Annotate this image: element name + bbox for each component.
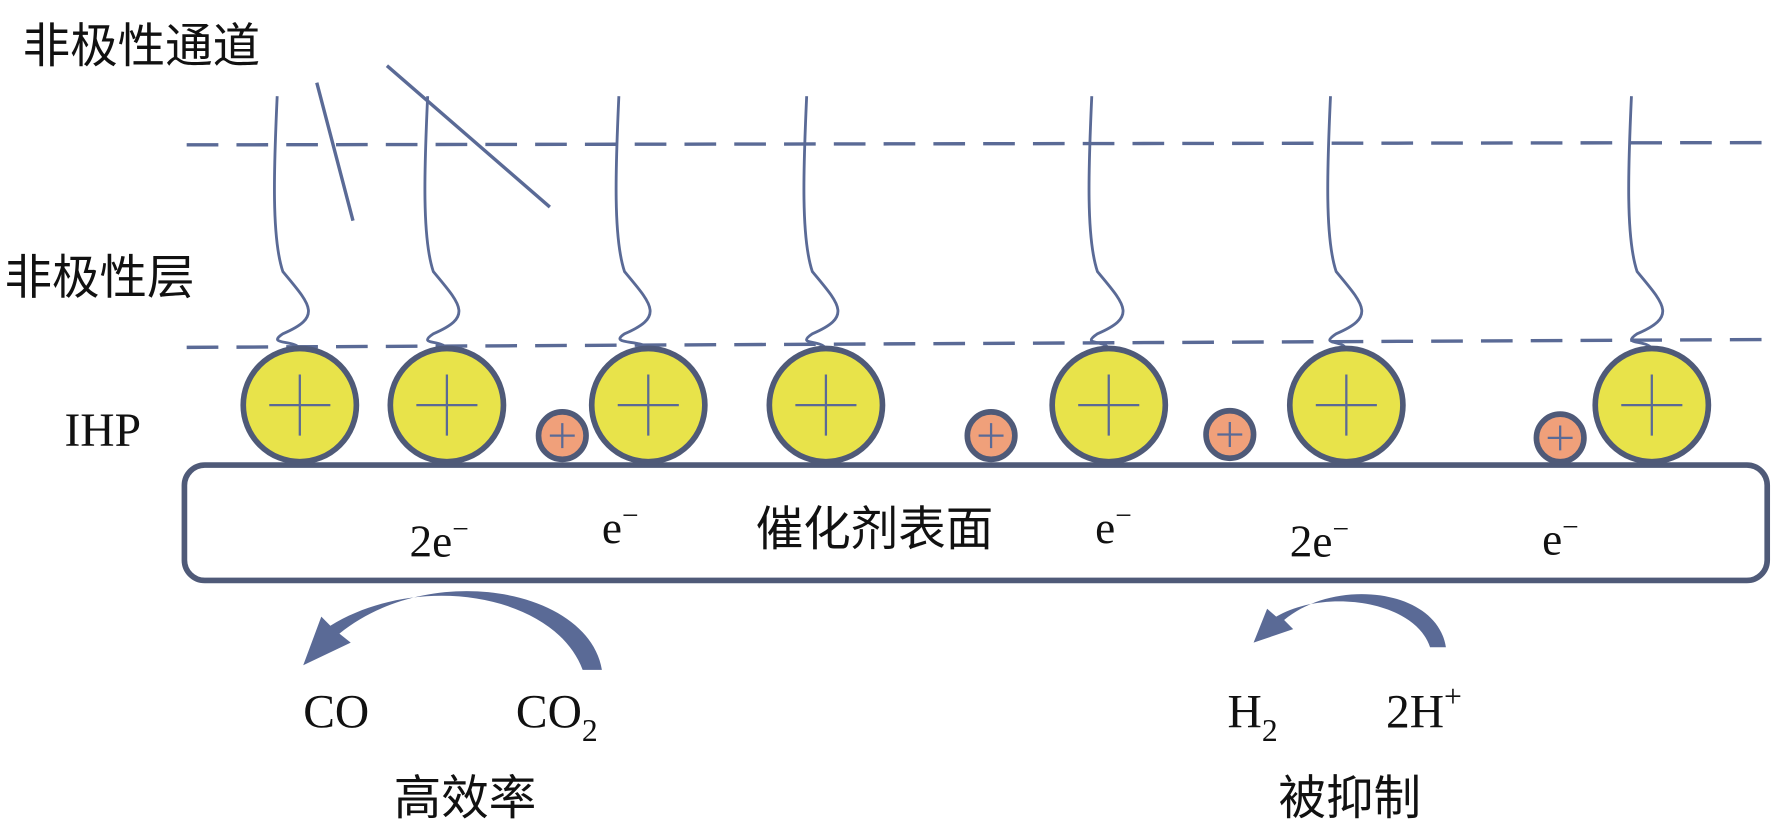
large-cation <box>240 345 360 465</box>
plus-icon <box>416 374 478 436</box>
alkyl-chain <box>1326 96 1364 350</box>
plus-icon <box>795 374 857 436</box>
plus-icon <box>549 423 575 449</box>
small-cation <box>535 409 589 463</box>
product-co: CO <box>303 687 369 739</box>
dashed-boundary-bottom <box>186 337 1774 350</box>
label-nonpolar-layer: 非极性层 <box>5 251 195 306</box>
alkyl-chain <box>423 96 461 350</box>
small-cation <box>964 409 1018 463</box>
plus-icon <box>1621 374 1683 436</box>
label-suppressed: 被抑制 <box>1278 772 1421 826</box>
large-cation <box>1592 345 1712 465</box>
small-cation <box>1533 411 1587 465</box>
label-nonpolar-channel: 非极性通道 <box>23 19 261 74</box>
plus-icon <box>978 423 1004 449</box>
alkyl-chains <box>273 96 1665 350</box>
large-cation <box>588 345 708 465</box>
plus-icon <box>1315 374 1377 436</box>
product-h2: H2 <box>1228 687 1278 749</box>
alkyl-chain <box>1087 96 1125 350</box>
large-cation <box>766 345 886 465</box>
plus-icon <box>617 374 679 436</box>
large-cation <box>1286 345 1406 465</box>
plus-icon <box>269 374 331 436</box>
channel-line <box>315 82 355 222</box>
plus-icon <box>1078 374 1140 436</box>
alkyl-chain <box>614 96 652 350</box>
large-cation <box>1049 345 1169 465</box>
electron-label: e− <box>602 500 639 553</box>
electron-label: 2e− <box>410 514 469 567</box>
electron-label: e− <box>1542 511 1579 564</box>
curved-arrow-h-to-h2 <box>1253 594 1446 648</box>
electron-label: e− <box>1095 500 1132 553</box>
electron-label: 2e− <box>1290 514 1349 567</box>
curved-arrow-co2-to-co <box>303 591 602 670</box>
alkyl-chain <box>1627 96 1665 350</box>
label-high-efficiency: 高效率 <box>394 772 536 826</box>
alkyl-chain <box>273 96 310 350</box>
channel-line <box>385 64 551 209</box>
large-cation <box>387 345 507 465</box>
cations <box>240 345 1712 465</box>
plus-icon <box>1547 425 1573 451</box>
label-catalyst-surface: 催化剂表面 <box>756 502 994 557</box>
catalyst-surface <box>181 462 1771 584</box>
reactant-co2: CO2 <box>516 687 598 749</box>
dashed-boundary-top <box>186 140 1774 147</box>
alkyl-chain <box>802 96 840 350</box>
reactant-2h-plus: 2H+ <box>1386 679 1462 738</box>
small-cation <box>1203 407 1257 462</box>
label-ihp: IHP <box>64 405 141 457</box>
plus-icon <box>1217 422 1243 447</box>
